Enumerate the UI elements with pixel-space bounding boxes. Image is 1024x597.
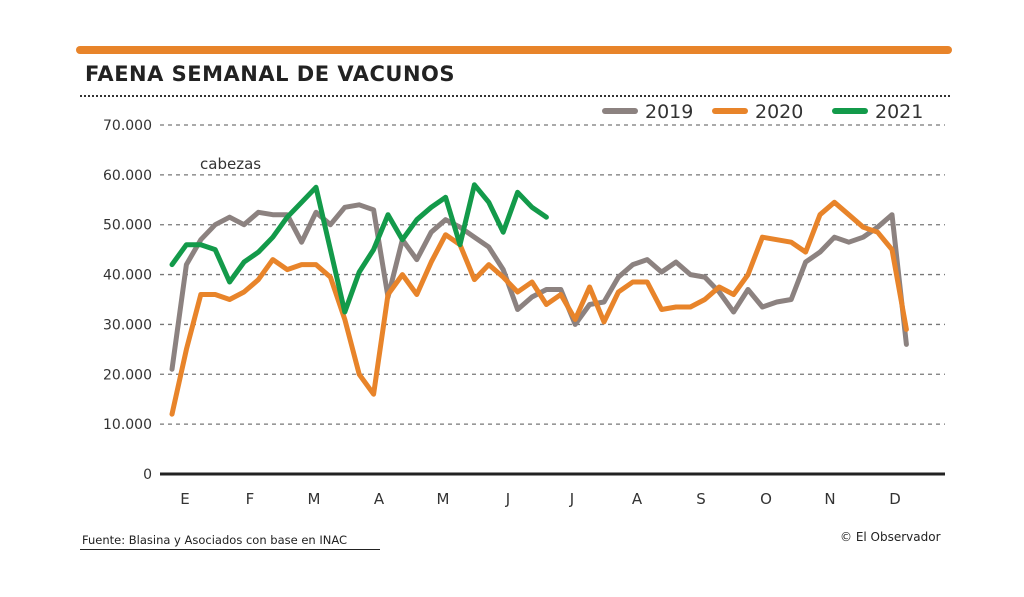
- y-tick-label: 10.000: [103, 417, 152, 433]
- x-tick-label: M: [308, 490, 321, 508]
- x-tick-label: D: [889, 490, 901, 508]
- chart-title: FAENA SEMANAL DE VACUNOS: [85, 62, 455, 86]
- y-tick-label: 20.000: [103, 367, 152, 383]
- legend-label-2019: 2019: [645, 101, 693, 123]
- y-tick-label: 50.000: [103, 218, 152, 234]
- y-tick-label: 0: [143, 467, 152, 483]
- source-note: Fuente: Blasina y Asociados con base en …: [82, 533, 348, 547]
- y-axis-unit-label: cabezas: [200, 155, 261, 173]
- legend-label-2020: 2020: [755, 101, 803, 123]
- series-line-2019: [169, 202, 909, 372]
- y-tick-label: 70.000: [103, 118, 152, 134]
- credit: © El Observador: [840, 530, 941, 544]
- x-tick-label: M: [437, 490, 450, 508]
- y-tick-label: 40.000: [103, 268, 152, 284]
- x-tick-label: J: [569, 490, 574, 508]
- x-tick-label: F: [246, 490, 255, 508]
- x-tick-label: A: [374, 490, 385, 508]
- x-tick-label: E: [180, 490, 189, 508]
- y-tick-label: 30.000: [103, 317, 152, 333]
- x-tick-label: S: [696, 490, 706, 508]
- series-line-2020: [169, 199, 909, 417]
- x-tick-label: A: [632, 490, 643, 508]
- y-tick-label: 60.000: [103, 168, 152, 184]
- x-tick-label: N: [824, 490, 835, 508]
- x-tick-label: J: [505, 490, 510, 508]
- legend-label-2021: 2021: [875, 101, 923, 123]
- x-tick-label: O: [760, 490, 772, 508]
- header-accent-bar: [76, 46, 952, 54]
- title-divider: [80, 95, 950, 97]
- source-underline: [80, 549, 380, 550]
